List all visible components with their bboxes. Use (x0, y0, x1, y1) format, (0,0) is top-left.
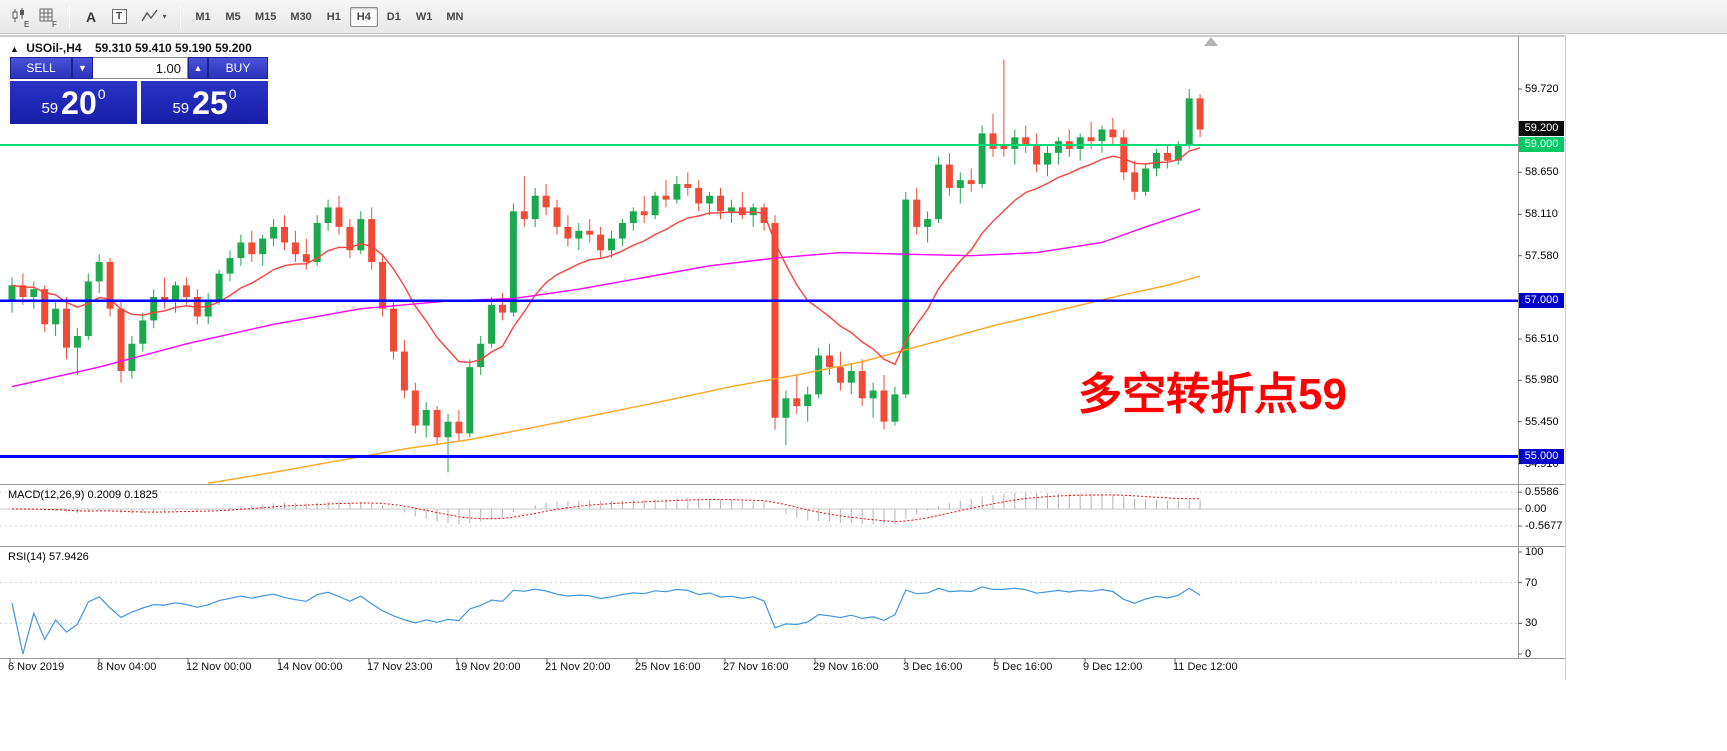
time-label: 27 Nov 16:00 (723, 661, 789, 673)
toolbar-separator (69, 5, 70, 28)
price-tick-label: 58.650 (1525, 166, 1559, 179)
price-tick-label: 55.450 (1525, 415, 1559, 428)
rsi-level-label: 70 (1525, 576, 1538, 589)
grid-icon[interactable]: F (34, 4, 62, 30)
timeframe-button-group: M1 M5 M15 M30 H1 H4 D1 W1 MN (188, 6, 470, 27)
price-tick-label: 58.110 (1525, 208, 1558, 221)
macd-level-label: 0.00 (1525, 503, 1547, 515)
price-tick-label: 55.980 (1525, 374, 1559, 387)
timeframe-button-D1[interactable]: D1 (386, 10, 401, 23)
time-axis[interactable]: 6 Nov 2019 8 Nov 04:00 12 Nov 00:00 14 Nov … (0, 661, 1518, 679)
timeframe-button-W1[interactable]: W1 (415, 10, 433, 23)
buy-price-box[interactable]: 59 25 0 (141, 81, 268, 124)
price-tick-label: 56.510 (1525, 333, 1559, 346)
time-label: 3 Dec 16:00 (903, 661, 963, 673)
buy-button[interactable]: BUY (208, 57, 268, 79)
time-label: 25 Nov 16:00 (635, 661, 701, 673)
indicator-chart-icon[interactable]: E (6, 4, 34, 30)
time-label: 14 Nov 00:00 (277, 661, 343, 673)
volume-input[interactable] (93, 57, 188, 79)
timeframe-button-M15[interactable]: M15 (255, 10, 277, 23)
timeframe-button-H1[interactable]: H1 (326, 10, 341, 23)
buy-price-pips: 25 (192, 84, 228, 121)
macd-level-label: 0.5586 (1525, 486, 1559, 499)
price-box-55.000: 55.000 (1519, 448, 1564, 464)
volume-dropdown-button[interactable]: ▼ (72, 57, 93, 79)
time-label: 12 Nov 00:00 (186, 661, 252, 673)
sell-price-box[interactable]: 59 20 0 (10, 81, 137, 124)
time-label: 29 Nov 16:00 (813, 661, 879, 673)
icon-letter: F (52, 20, 57, 28)
toolbar-separator (180, 5, 181, 28)
symbol-period-label: USOil-,H4 (26, 41, 82, 55)
sell-button[interactable]: SELL (10, 57, 72, 79)
price-axis[interactable]: 59.720 58.650 58.110 57.580 56.510 55.980 55.4… (1518, 0, 1565, 700)
price-tick-label: 59.720 (1525, 82, 1559, 95)
time-label: 21 Nov 20:00 (545, 661, 611, 673)
font-icon[interactable]: A (77, 4, 105, 30)
rsi-level-label: 30 (1525, 617, 1538, 630)
price-box-57.000: 57.000 (1519, 292, 1564, 308)
sell-price-point: 0 (97, 86, 106, 102)
macd-level-label: -0.5677 (1525, 520, 1563, 533)
timeframe-button-M30[interactable]: M30 (290, 10, 312, 23)
timeframe-button-H4[interactable]: H4 (349, 6, 378, 27)
chart-annotation: 多空转折点59 (1078, 370, 1347, 419)
time-label: 6 Nov 2019 (8, 661, 65, 673)
rsi-label: RSI(14) 57.9426 (8, 551, 89, 563)
line-studies-icon[interactable]: ▾ (133, 4, 173, 30)
icon-letter: E (24, 20, 29, 28)
ohlc-values: 59.310 59.410 59.190 59.200 (94, 41, 252, 55)
price-tick-label: 57.580 (1525, 249, 1559, 262)
rsi-level-label: 100 (1525, 546, 1544, 558)
sell-price-pips: 20 (61, 84, 97, 121)
price-box-59.000: 59.000 (1519, 137, 1564, 153)
sell-price-main: 59 (41, 100, 59, 117)
buy-price-point: 0 (228, 86, 237, 102)
price-box-59.200: 59.200 (1519, 121, 1564, 137)
chevron-up-icon: ▲ (193, 63, 203, 73)
volume-up-button[interactable]: ▲ (188, 57, 208, 79)
main-toolbar: E F A T ▾ M1 M5 M15 M30 H1 H4 D1 W1 MN (0, 0, 1727, 34)
chart-header: ▲ USOil-,H4 59.310 59.410 59.190 59.200 (10, 41, 252, 55)
buy-price-main: 59 (172, 100, 190, 117)
scroll-to-end-icon (1204, 37, 1218, 46)
timeframe-button-MN[interactable]: MN (446, 10, 464, 23)
rsi-level-label: 0 (1525, 648, 1532, 660)
text-label-icon[interactable]: T (105, 4, 133, 30)
icon-letter: A (85, 8, 97, 25)
time-label: 17 Nov 23:00 (367, 661, 433, 673)
line-studies-caret-icon: ▾ (162, 12, 167, 21)
timeframe-button-M1[interactable]: M1 (195, 10, 211, 23)
macd-label: MACD(12,26,9) 0.2009 0.1825 (8, 489, 158, 501)
time-label: 5 Dec 16:00 (993, 661, 1053, 673)
time-label: 8 Nov 04:00 (97, 661, 157, 673)
time-label: 11 Dec 12:00 (1173, 661, 1238, 673)
icon-letter: T (111, 9, 127, 24)
chevron-down-icon: ▼ (78, 63, 87, 73)
collapse-arrow-icon[interactable]: ▲ (10, 44, 19, 54)
one-click-trading-panel: SELL ▼ ▲ BUY 59 20 0 59 25 0 (10, 57, 268, 124)
time-label: 19 Nov 20:00 (455, 661, 521, 673)
timeframe-button-M5[interactable]: M5 (225, 10, 241, 23)
time-label: 9 Dec 12:00 (1083, 661, 1143, 673)
